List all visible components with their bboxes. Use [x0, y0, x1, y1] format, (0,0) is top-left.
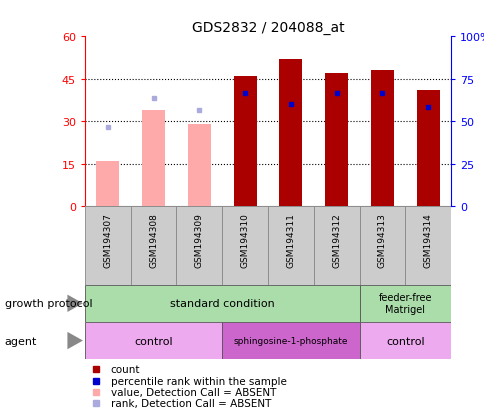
- Text: standard condition: standard condition: [169, 299, 274, 309]
- Text: rank, Detection Call = ABSENT: rank, Detection Call = ABSENT: [110, 399, 271, 408]
- Bar: [85, 322, 222, 359]
- Bar: [142, 111, 165, 206]
- Bar: [222, 206, 267, 285]
- Bar: [279, 60, 302, 206]
- Polygon shape: [67, 332, 83, 349]
- Text: GSM194314: GSM194314: [423, 213, 432, 267]
- Text: growth protocol: growth protocol: [5, 299, 92, 309]
- Bar: [130, 206, 176, 285]
- Title: GDS2832 / 204088_at: GDS2832 / 204088_at: [191, 21, 344, 35]
- Polygon shape: [67, 295, 83, 312]
- Text: GSM194313: GSM194313: [377, 213, 386, 268]
- Bar: [233, 77, 256, 206]
- Bar: [85, 206, 130, 285]
- Bar: [222, 322, 359, 359]
- Bar: [359, 322, 450, 359]
- Text: GSM194311: GSM194311: [286, 213, 295, 268]
- Text: control: control: [134, 336, 172, 346]
- Bar: [416, 91, 439, 206]
- Bar: [359, 285, 450, 322]
- Text: value, Detection Call = ABSENT: value, Detection Call = ABSENT: [110, 387, 275, 397]
- Text: sphingosine-1-phosphate: sphingosine-1-phosphate: [233, 336, 348, 345]
- Bar: [267, 206, 313, 285]
- Bar: [370, 71, 393, 206]
- Bar: [313, 206, 359, 285]
- Text: GSM194307: GSM194307: [103, 213, 112, 268]
- Text: percentile rank within the sample: percentile rank within the sample: [110, 376, 286, 386]
- Text: GSM194308: GSM194308: [149, 213, 158, 268]
- Text: GSM194310: GSM194310: [240, 213, 249, 268]
- Bar: [176, 206, 222, 285]
- Text: GSM194312: GSM194312: [332, 213, 340, 267]
- Text: control: control: [385, 336, 424, 346]
- Bar: [359, 206, 405, 285]
- Bar: [85, 285, 359, 322]
- Bar: [324, 74, 348, 206]
- Bar: [405, 206, 450, 285]
- Text: agent: agent: [5, 336, 37, 346]
- Text: count: count: [110, 364, 140, 374]
- Text: GSM194309: GSM194309: [195, 213, 203, 268]
- Bar: [187, 125, 211, 206]
- Text: feeder-free
Matrigel: feeder-free Matrigel: [378, 293, 431, 314]
- Bar: [96, 161, 119, 206]
